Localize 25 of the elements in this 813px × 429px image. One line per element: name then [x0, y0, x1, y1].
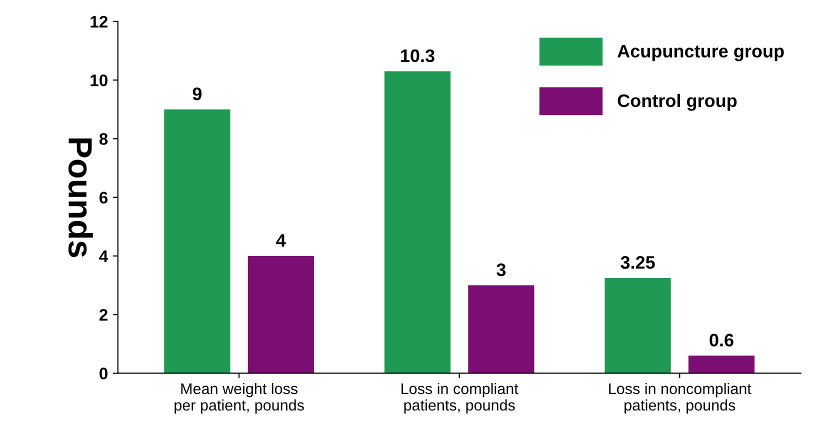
x-tick-label: Loss in noncompliant patients, pounds: [609, 382, 752, 414]
y-tick-label: 6: [100, 192, 108, 204]
bar: [384, 71, 451, 374]
legend-label: Control group: [618, 94, 737, 111]
bar: [164, 109, 230, 374]
y-tick-label: 0: [100, 368, 108, 380]
bar: [604, 278, 671, 374]
y-tick-label: 4: [99, 250, 108, 262]
y-tick-label: 8: [99, 133, 108, 145]
data-label: 0.6: [710, 334, 734, 347]
x-tick-label: Loss in compliant patients, pounds: [402, 382, 518, 414]
x-tick-label: Mean weight loss per patient, pounds: [174, 382, 304, 414]
y-tick-label: 10: [90, 74, 108, 86]
data-label: 3.25: [620, 256, 655, 269]
bar: [688, 356, 755, 374]
data-label: 10.3: [401, 49, 434, 62]
data-label: 3: [496, 263, 506, 276]
y-tick-label: 2: [99, 309, 108, 321]
legend-label: Acupuncture group: [618, 44, 784, 62]
bar: [468, 285, 534, 374]
data-label: 9: [192, 87, 202, 100]
y-tick-label: 12: [90, 16, 108, 28]
y-axis-title: Pounds: [68, 138, 93, 258]
data-label: 4: [276, 234, 286, 247]
bar: [248, 256, 314, 374]
